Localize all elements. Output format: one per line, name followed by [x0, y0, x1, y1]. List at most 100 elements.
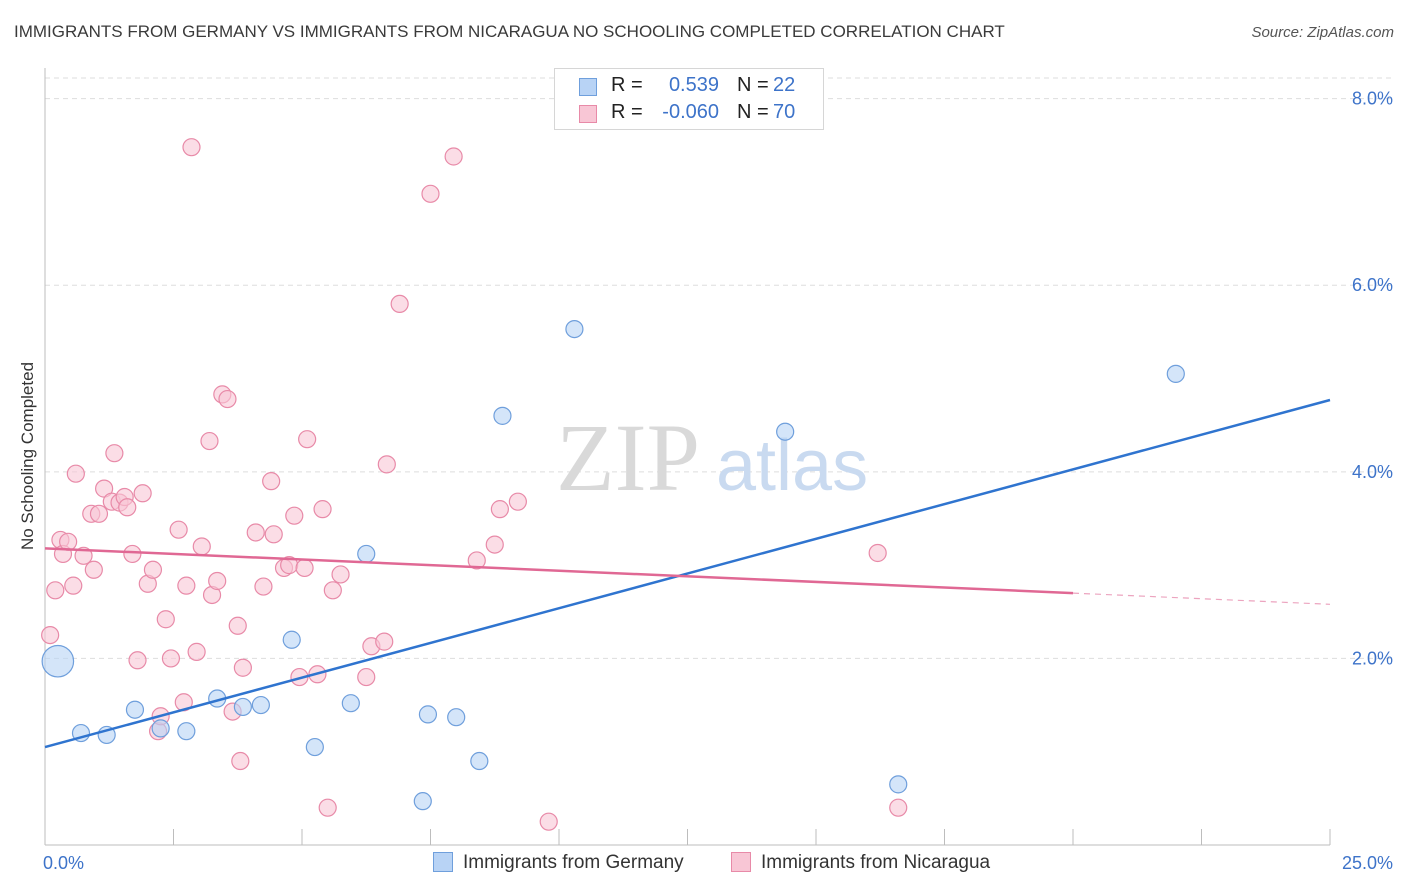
series-legend-germany[interactable]: Immigrants from Germany	[433, 852, 684, 874]
nicaragua-point	[192, 537, 211, 556]
nicaragua-point	[323, 581, 342, 600]
germany-point	[493, 406, 512, 425]
nicaragua-point	[539, 812, 558, 831]
data-points	[41, 138, 1185, 831]
germany-point	[776, 422, 795, 441]
nicaragua-point	[295, 558, 314, 578]
germany-point	[151, 719, 170, 738]
correlation-legend: R = 0.539 N = 22 R = -0.060 N = 70	[554, 68, 824, 130]
nicaragua-point	[143, 560, 163, 579]
series-legend-nicaragua[interactable]: Immigrants from Nicaragua	[731, 852, 990, 874]
nicaragua-point	[246, 523, 265, 542]
germany-point	[447, 708, 466, 727]
germany-point	[889, 775, 908, 794]
nicaragua-point	[187, 642, 206, 661]
watermark-atlas: atlas	[716, 426, 868, 506]
y-axis-label: No Schooling Completed	[18, 362, 37, 550]
germany-point	[418, 705, 438, 724]
nicaragua-point	[868, 543, 887, 563]
nicaragua-point	[89, 504, 109, 523]
germany-point	[305, 737, 324, 757]
series-swatch-germany	[433, 852, 453, 872]
nicaragua-point	[264, 525, 283, 544]
nicaragua-point	[331, 565, 350, 584]
trend-lines	[44, 398, 1331, 749]
series-swatch-nicaragua	[731, 852, 751, 872]
nicaragua-point	[313, 500, 332, 519]
nicaragua-point	[490, 500, 509, 519]
legend-n-label: N =	[737, 74, 769, 96]
germany-point	[251, 695, 270, 715]
nicaragua-point	[84, 560, 103, 579]
axes: 2.0% 4.0% 6.0% 8.0% 0.0% 25.0%	[43, 68, 1393, 873]
nicaragua-trend-extension	[1072, 592, 1331, 605]
germany-point	[341, 694, 360, 713]
germany-point	[282, 630, 301, 649]
germany-point	[413, 792, 432, 811]
nicaragua-point	[357, 667, 376, 687]
nicaragua-point	[161, 649, 181, 668]
nicaragua-point	[298, 430, 317, 449]
germany-point	[470, 751, 489, 771]
legend-r-value: -0.060	[662, 101, 719, 123]
nicaragua-point	[182, 138, 201, 157]
x-tick-label: 25.0%	[1342, 853, 1393, 873]
legend-n-value: 70	[773, 101, 796, 123]
series-legend-germany-label: Immigrants from Germany	[463, 852, 684, 873]
nicaragua-point	[128, 651, 147, 670]
germany-point	[177, 722, 196, 741]
y-tick-label: 2.0%	[1352, 648, 1393, 668]
nicaragua-point	[156, 610, 175, 629]
nicaragua-point	[66, 464, 85, 483]
nicaragua-point	[228, 616, 247, 635]
series-legend: Immigrants from Germany Immigrants from …	[0, 852, 1406, 878]
nicaragua-point	[123, 544, 142, 564]
nicaragua-point	[421, 184, 440, 203]
nicaragua-point	[118, 498, 137, 517]
nicaragua-point	[254, 577, 273, 596]
legend-row-nicaragua: R = -0.060 N = 70	[555, 101, 823, 127]
chart-title: IMMIGRANTS FROM GERMANY VS IMMIGRANTS FR…	[14, 22, 1005, 41]
germany-point	[1166, 364, 1185, 383]
nicaragua-point	[318, 798, 337, 817]
nicaragua-point	[200, 431, 219, 451]
germany-point	[357, 544, 376, 564]
y-tick-label: 4.0%	[1352, 462, 1393, 482]
nicaragua-trend-line	[44, 547, 1074, 595]
nicaragua-point	[208, 571, 227, 591]
gridlines	[45, 77, 1392, 659]
nicaragua-point	[64, 576, 83, 595]
germany-point	[125, 700, 145, 719]
nicaragua-point	[390, 294, 409, 314]
legend-row-germany: R = 0.539 N = 22	[555, 74, 823, 100]
nicaragua-point	[41, 625, 60, 645]
legend-swatch-nicaragua	[579, 105, 597, 123]
nicaragua-point	[218, 389, 237, 409]
nicaragua-point	[467, 551, 486, 570]
nicaragua-point	[444, 147, 463, 166]
nicaragua-point	[377, 455, 396, 474]
source-label: Source: ZipAtlas.com	[1251, 24, 1394, 41]
nicaragua-point	[262, 472, 281, 491]
germany-trend-line	[44, 398, 1331, 749]
nicaragua-point	[233, 658, 252, 677]
germany-point	[41, 644, 75, 678]
nicaragua-point	[169, 520, 188, 539]
legend-r-label: R =	[611, 101, 643, 123]
legend-n-value: 22	[773, 74, 796, 96]
nicaragua-point	[285, 506, 304, 525]
watermark-zip: ZIP	[556, 404, 700, 511]
x-tick-label: 0.0%	[43, 853, 84, 873]
germany-point	[233, 697, 252, 717]
legend-r-label: R =	[611, 74, 643, 96]
series-legend-nicaragua-label: Immigrants from Nicaragua	[761, 852, 991, 873]
nicaragua-point	[375, 632, 394, 651]
nicaragua-point	[177, 576, 196, 595]
nicaragua-point	[231, 751, 250, 771]
y-tick-label: 8.0%	[1352, 89, 1393, 109]
legend-n-label: N =	[737, 101, 769, 123]
legend-swatch-germany	[579, 78, 597, 96]
legend-r-value: 0.539	[668, 74, 719, 96]
nicaragua-point	[105, 444, 124, 463]
